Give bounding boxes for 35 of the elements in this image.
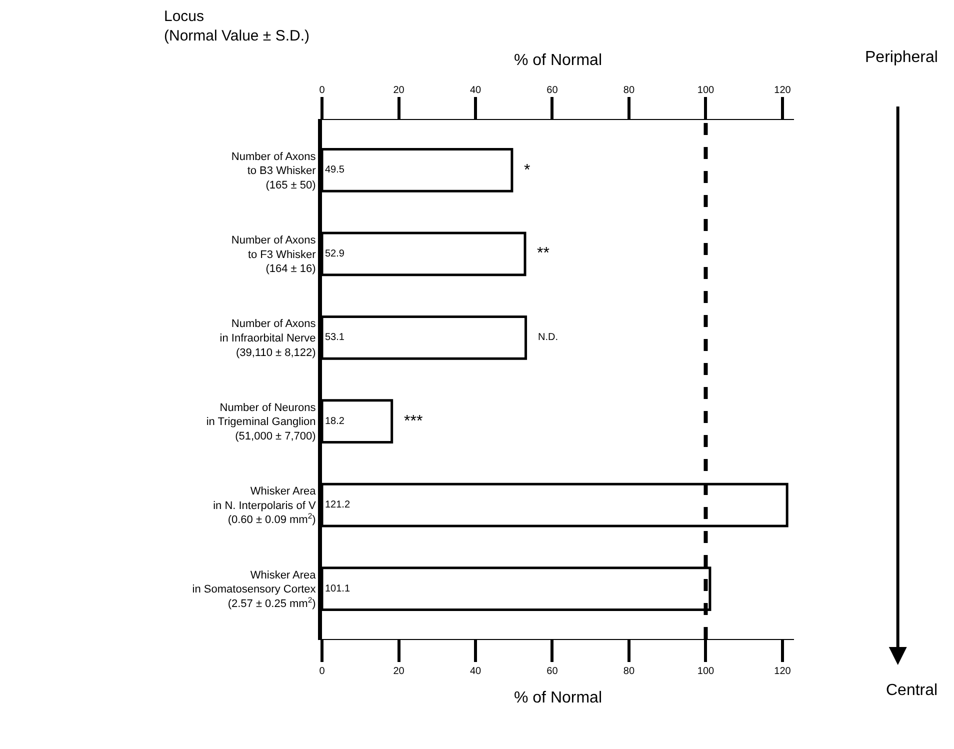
y-tick-label: Whisker Area in N. Interpolaris of V (0.60 ± 0.09 mm$^{2}$) xyxy=(213,486,317,526)
y-tick-label: Whisker Area in Somatosensory Cortex (2.57 ± 0.25 mm$^{2}$) xyxy=(192,569,317,610)
y-tick-label: Number of Axons to B3 Whisker (165 ± 50) xyxy=(231,150,316,192)
x-tick-label: 20 xyxy=(393,666,405,677)
text: Peripheral xyxy=(865,49,938,66)
y-tick-label: Number of Neurons in Trigeminal Ganglion (51,000 ± 7,700) xyxy=(206,402,316,442)
data-label: 18.2 xyxy=(325,416,345,427)
x2-tick-label: 20 xyxy=(393,85,405,96)
x-tick-label: 60 xyxy=(546,666,558,677)
annotation: ** xyxy=(537,245,550,262)
x2-tick-label: 40 xyxy=(470,85,482,96)
data-label: 53.1 xyxy=(325,332,345,344)
x-tick-label: 120 xyxy=(774,666,792,677)
data-label: 101.1 xyxy=(325,583,350,594)
x2-tick-label: 100 xyxy=(697,85,715,96)
annotation: N.D. xyxy=(538,332,558,343)
x2-axis-title: % of Normal xyxy=(514,52,602,69)
data-label: 121.2 xyxy=(325,500,350,511)
annotation: *** xyxy=(404,413,423,430)
y-tick-label: Number of Axons in Infraorbital Nerve (39,110 ± 8,122) xyxy=(220,318,316,359)
annotation: * xyxy=(524,162,530,179)
x2-tick-label: 60 xyxy=(546,85,558,96)
x2-tick-label: 0 xyxy=(319,85,326,96)
text: Locus (Normal Value ± S.D.) xyxy=(164,8,310,44)
x2-tick-label: 120 xyxy=(774,85,792,96)
x2-tick-label: 80 xyxy=(623,85,635,96)
x-axis-title: % of Normal xyxy=(514,690,602,707)
y-tick-label: Number of Axons to F3 Whisker (164 ± 16) xyxy=(231,234,316,276)
x-tick-label: 80 xyxy=(623,666,635,677)
x-tick-label: 100 xyxy=(697,666,715,677)
x-tick-label: 40 xyxy=(470,666,482,677)
data-label: 52.9 xyxy=(325,248,345,260)
data-label: 49.5 xyxy=(325,164,345,176)
text: Central xyxy=(886,682,938,699)
x-tick-label: 0 xyxy=(319,666,326,677)
